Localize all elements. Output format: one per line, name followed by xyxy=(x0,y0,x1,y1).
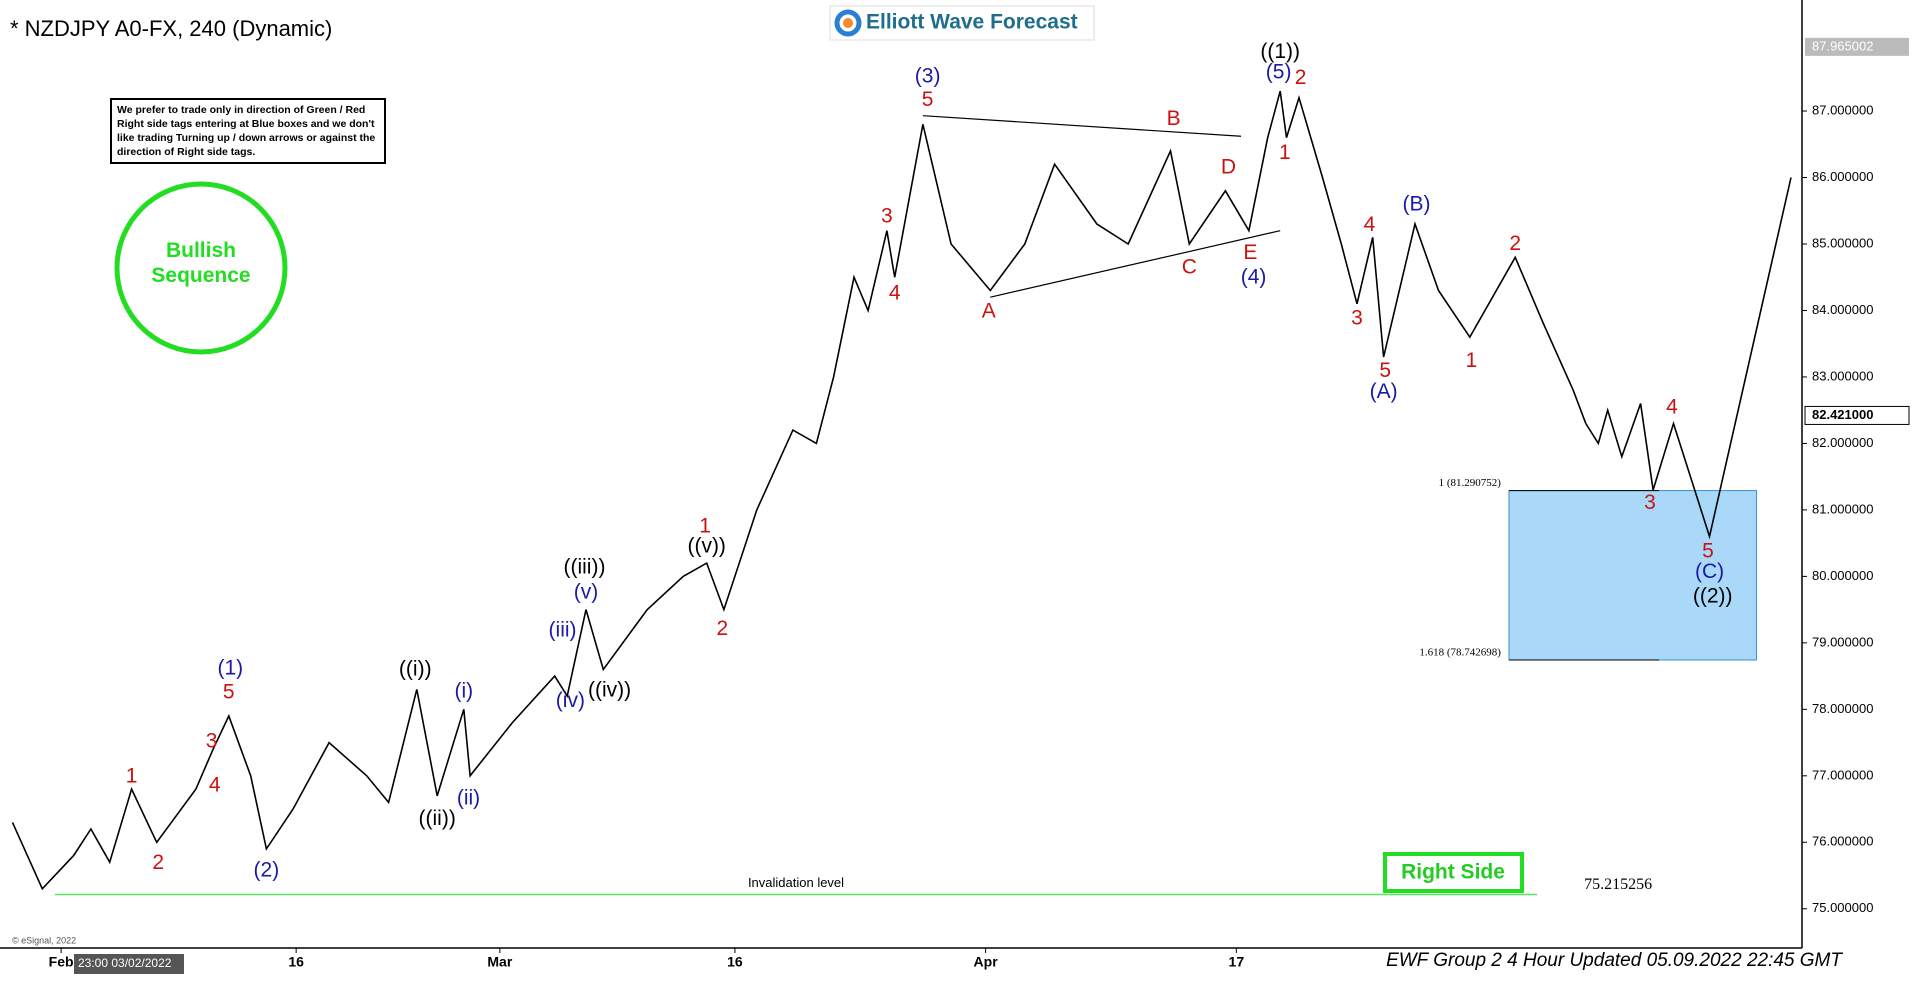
high-marker-box xyxy=(1805,37,1909,56)
wave-label: (iii) xyxy=(549,618,577,641)
wave-label: 1 xyxy=(1279,141,1291,164)
wave-label: (i) xyxy=(454,680,473,703)
wave-label: 4 xyxy=(209,773,221,796)
wave-label: E xyxy=(1243,241,1257,264)
wave-label: (ii) xyxy=(457,787,480,810)
chart-title: * NZDJPY A0-FX, 240 (Dynamic) xyxy=(10,16,332,41)
trendline xyxy=(990,230,1281,298)
wave-label: ((ii)) xyxy=(419,807,456,830)
wave-label: 2 xyxy=(717,617,729,640)
wave-label: 1 xyxy=(699,515,711,538)
wave-label: (4) xyxy=(1241,265,1267,288)
x-tick-label: Apr xyxy=(974,954,999,970)
footer: EWF Group 2 4 Hour Updated 05.09.2022 22… xyxy=(1386,950,1843,971)
x-tick-label: Feb xyxy=(49,954,74,970)
x-tick-label: 16 xyxy=(727,954,743,970)
y-tick-label: 87.000000 xyxy=(1812,102,1873,117)
wave-label: 2 xyxy=(152,851,164,874)
wave-label: ((i)) xyxy=(399,658,432,681)
badge: Bullish Sequence xyxy=(151,239,251,287)
wave-label: ((v)) xyxy=(687,535,725,558)
wave-label: (C) xyxy=(1695,560,1724,583)
y-tick-label: 80.000000 xyxy=(1812,568,1873,583)
fib-label: 1 (81.290752) xyxy=(1439,477,1502,489)
logo-icon xyxy=(834,9,862,37)
wave-label: (3) xyxy=(915,65,941,88)
y-tick-label: 78.000000 xyxy=(1812,701,1873,716)
cursor-time: 23:00 03/02/2022 xyxy=(78,956,172,970)
wave-label: C xyxy=(1182,255,1197,278)
badge-circle xyxy=(114,181,288,355)
wave-label: 3 xyxy=(881,204,893,227)
invalidation-value: 75.215256 xyxy=(1584,876,1652,893)
wave-label: 3 xyxy=(1351,307,1363,330)
last-price-box xyxy=(1804,405,1910,425)
wave-label: 4 xyxy=(1364,213,1376,236)
wave-label: (A) xyxy=(1370,380,1398,403)
side-tag: Right Side xyxy=(1401,861,1505,884)
wave-label: 3 xyxy=(1644,491,1656,514)
badge-text: Bullish Sequence xyxy=(151,239,251,287)
wave-label: ((2)) xyxy=(1693,585,1733,608)
wave-label: 5 xyxy=(922,88,934,111)
wave-label: (v) xyxy=(574,581,599,604)
wave-label: B xyxy=(1167,107,1181,130)
wave-label: 5 xyxy=(1379,359,1391,382)
trendline xyxy=(922,115,1242,137)
y-tick-label: 85.000000 xyxy=(1812,235,1873,250)
wave-label: 1 xyxy=(1466,349,1478,372)
wave-label: ((iii)) xyxy=(563,555,605,578)
y-tick-label: 77.000000 xyxy=(1812,767,1873,782)
x-tick-label: Mar xyxy=(487,954,512,970)
invalidation-text: Invalidation level xyxy=(748,875,844,890)
wave-label: 1 xyxy=(126,765,138,788)
price-line xyxy=(1585,177,1792,540)
badge-wrap: Bullish Sequence xyxy=(151,239,251,287)
y-tick-label: 75.000000 xyxy=(1812,900,1873,915)
y-tick-label: 84.000000 xyxy=(1812,302,1873,317)
wave-label: 5 xyxy=(223,680,235,703)
y-tick-label: 76.000000 xyxy=(1812,834,1873,849)
target-box xyxy=(1508,490,1758,661)
wave-label: (5) xyxy=(1266,61,1292,84)
y-tick-label: 83.000000 xyxy=(1812,368,1873,383)
wave-label: (1) xyxy=(218,656,244,679)
last-price-label: 82.421000 xyxy=(1812,407,1873,422)
cursor-box xyxy=(74,954,184,974)
price-line xyxy=(11,90,1587,891)
x-tick-label: 17 xyxy=(1229,954,1245,970)
y-tick-label: 82.000000 xyxy=(1812,435,1873,450)
x-tick-label: 16 xyxy=(288,954,304,970)
wave-label: (iv) xyxy=(556,689,585,712)
logo-icon-core xyxy=(843,18,853,28)
side-tag-box xyxy=(1383,852,1524,893)
wave-label: 3 xyxy=(206,729,218,752)
wave-label: 4 xyxy=(889,281,901,304)
wave-label: 5 xyxy=(1702,539,1714,562)
logo-box xyxy=(829,5,1095,41)
wave-label: (B) xyxy=(1403,192,1431,215)
wave-label: ((1)) xyxy=(1260,40,1300,63)
wave-label: 2 xyxy=(1509,232,1521,255)
wave-label: A xyxy=(982,299,996,322)
y-tick-label: 81.000000 xyxy=(1812,501,1873,516)
wave-label: (2) xyxy=(254,858,280,881)
y-tick-label: 86.000000 xyxy=(1812,169,1873,184)
high-marker-label: 87.965002 xyxy=(1812,38,1873,53)
copyright: © eSignal, 2022 xyxy=(12,935,76,945)
fib-label: 1.618 (78.742698) xyxy=(1419,646,1501,658)
y-tick-label: 79.000000 xyxy=(1812,634,1873,649)
wave-label: 4 xyxy=(1666,396,1678,419)
wave-label: 2 xyxy=(1295,66,1307,89)
trading-note: We prefer to trade only in direction of … xyxy=(110,98,386,164)
wave-label: D xyxy=(1221,156,1236,179)
logo-text: Elliott Wave Forecast xyxy=(866,11,1078,34)
wave-label: ((iv)) xyxy=(588,678,631,701)
